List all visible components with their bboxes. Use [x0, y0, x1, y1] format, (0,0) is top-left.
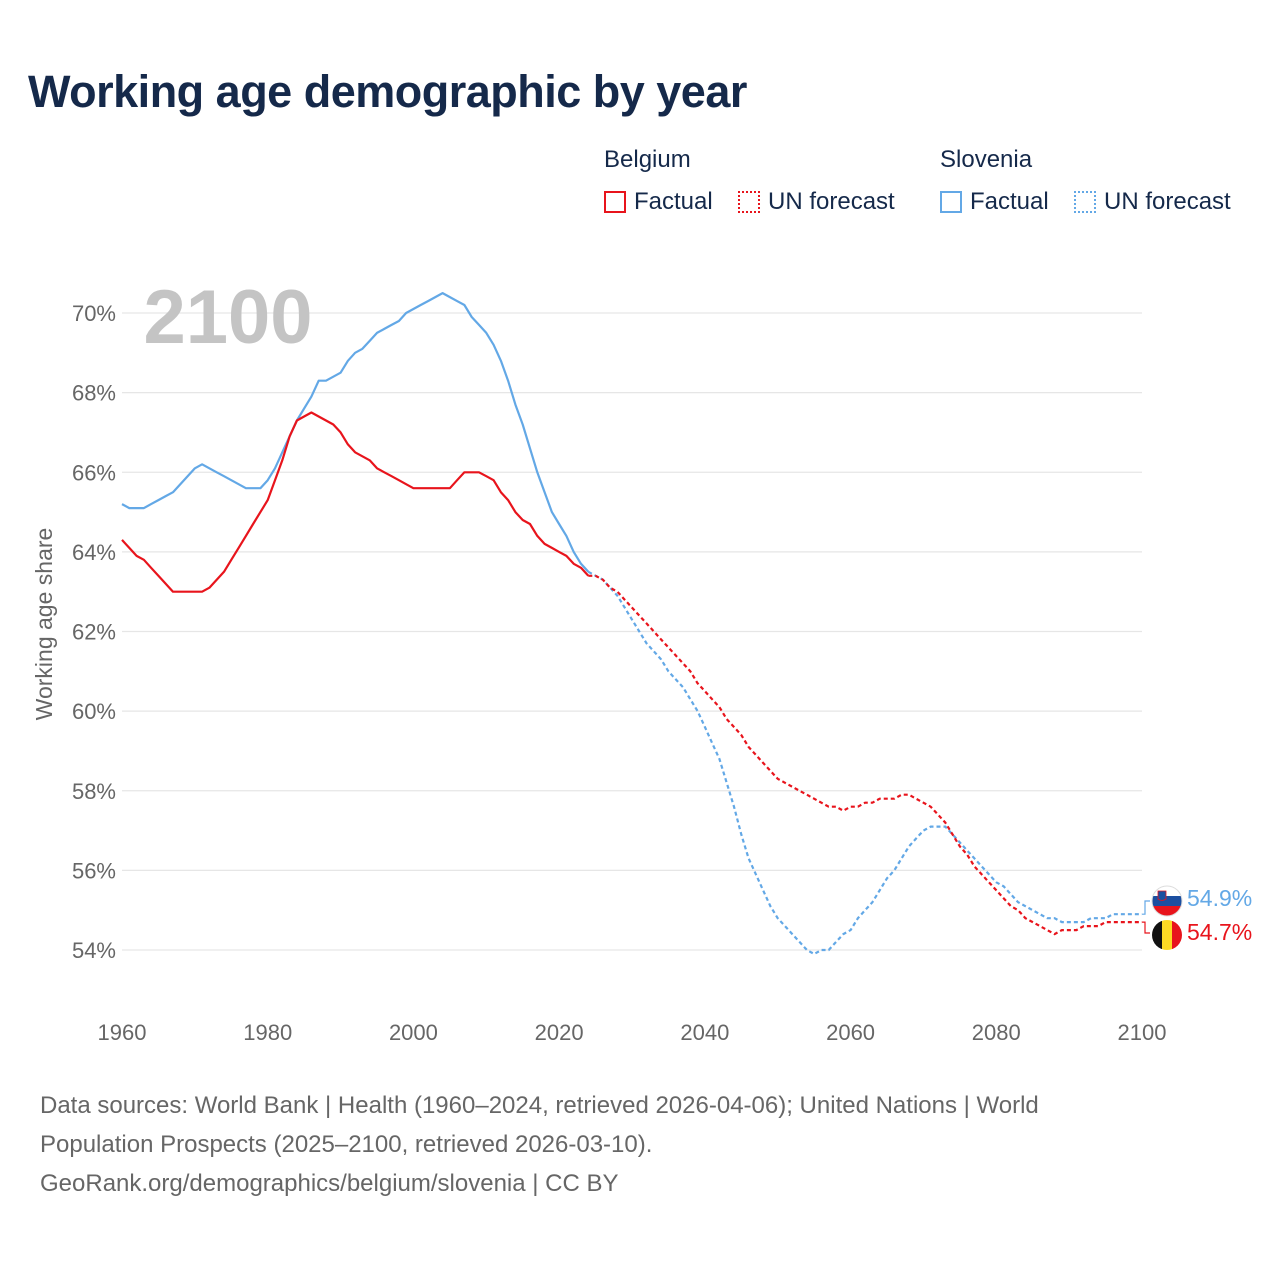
legend-label: Factual [970, 188, 1049, 215]
y-tick-label: 60% [72, 699, 116, 724]
slovenia-factual-line [121, 292, 590, 573]
chart-title: Working age demographic by year [28, 66, 747, 117]
y-tick-label: 54% [72, 938, 116, 963]
legend-label: UN forecast [1104, 188, 1231, 215]
legend-swatch-dotted [738, 191, 760, 213]
belgium-leader-line [1142, 921, 1150, 934]
y-tick-label: 70% [72, 301, 116, 326]
y-tick-label: 56% [72, 858, 116, 883]
x-tick-label: 2060 [826, 1020, 875, 1045]
legend-swatch-dotted [1074, 191, 1096, 213]
legend-country-slovenia: Slovenia [940, 146, 1033, 173]
footer-sources: Data sources: World Bank | Health (1960–… [40, 1086, 1240, 1203]
x-tick-label: 2100 [1118, 1020, 1167, 1045]
x-tick-label: 2020 [535, 1020, 584, 1045]
slovenia-forecast-line [587, 570, 1142, 956]
x-tick-label: 2000 [389, 1020, 438, 1045]
belgium-factual-line [121, 411, 590, 593]
legend-item-belgium-factual[interactable]: Factual [604, 188, 713, 216]
legend-label: Factual [634, 188, 713, 215]
y-tick-label: 68% [72, 381, 116, 406]
belgium-end-label: 54.7% [1187, 919, 1252, 945]
legend-group-slovenia: Slovenia Factual UN forecast [940, 146, 1260, 226]
x-tick-label: 2040 [680, 1020, 729, 1045]
slovenia-leader-line [1142, 900, 1150, 915]
footer-line: Population Prospects (2025–2100, retriev… [40, 1131, 653, 1158]
y-tick-label: 66% [72, 460, 116, 485]
x-tick-label: 2080 [972, 1020, 1021, 1045]
legend-item-slovenia-forecast[interactable]: UN forecast [1074, 188, 1231, 216]
year-overlay: 2100 [143, 275, 312, 360]
footer-line: Data sources: World Bank | Health (1960–… [40, 1092, 1039, 1119]
x-tick-label: 1980 [243, 1020, 292, 1045]
y-tick-label: 62% [72, 620, 116, 645]
y-tick-label: 58% [72, 779, 116, 804]
legend-country-belgium: Belgium [604, 146, 691, 173]
belgium-flag-icon [1152, 920, 1182, 950]
legend-swatch-solid [604, 191, 626, 213]
slovenia-end-label: 54.9% [1187, 885, 1252, 911]
belgium-forecast-line [588, 574, 1142, 936]
legend-swatch-solid [940, 191, 962, 213]
footer-line[interactable]: GeoRank.org/demographics/belgium/sloveni… [40, 1170, 619, 1197]
legend-label: UN forecast [768, 188, 895, 215]
y-axis-label: Working age share [31, 528, 57, 721]
slovenia-flag-icon [1151, 885, 1183, 917]
legend-item-slovenia-factual[interactable]: Factual [940, 188, 1049, 216]
legend-item-belgium-forecast[interactable]: UN forecast [738, 188, 895, 216]
y-tick-label: 64% [72, 540, 116, 565]
line-chart: 54% 56% 58% 60% 62% 64% 66% 68% 70% 1960 1980 2000 2… [31, 275, 1252, 1045]
x-tick-label: 1960 [98, 1020, 147, 1045]
legend-group-belgium: Belgium Factual UN forecast [604, 146, 924, 226]
